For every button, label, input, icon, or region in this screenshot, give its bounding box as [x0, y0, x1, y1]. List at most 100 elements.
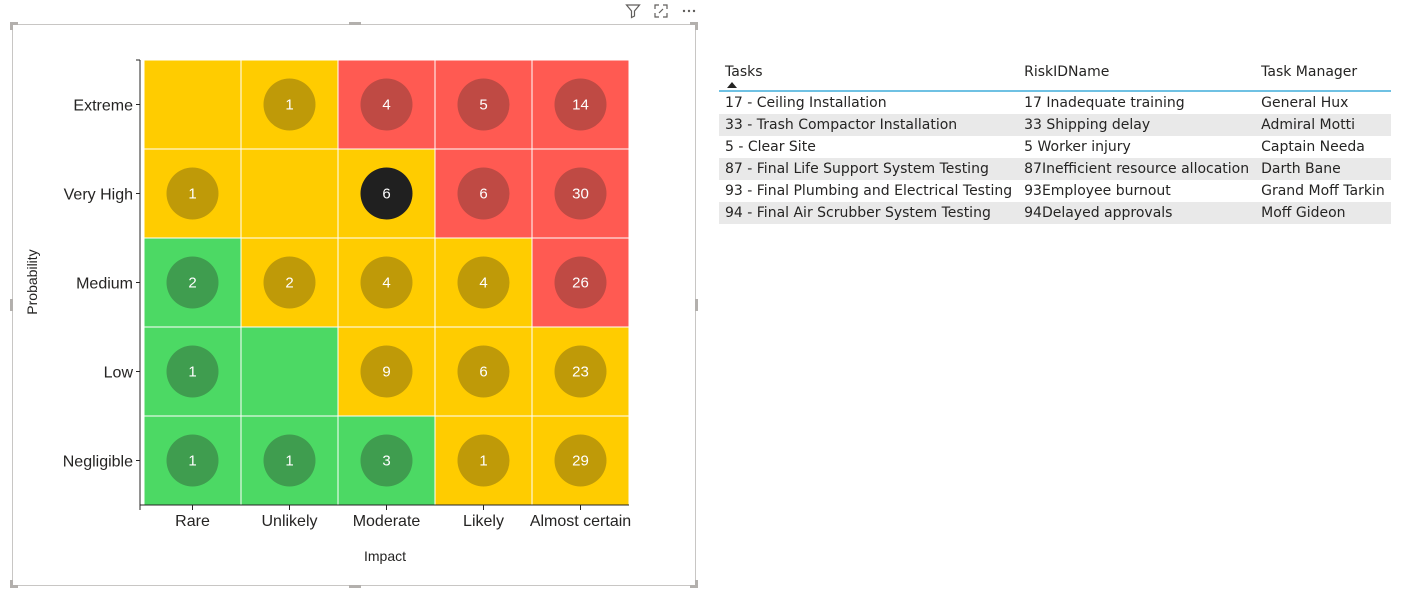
risk-count-bubble[interactable] [166, 434, 219, 487]
resize-handle-bottom-left-v[interactable] [10, 580, 13, 588]
resize-handle-top-right-v[interactable] [695, 22, 698, 30]
risk-count-label: 4 [382, 275, 390, 292]
risk-count-bubble[interactable] [554, 78, 607, 131]
risk-count-label: 1 [188, 186, 196, 203]
y-tick-label-very-high: Very High [64, 187, 133, 204]
risk-count-bubble[interactable] [166, 345, 219, 398]
matrix-cells: 1 4 5 141 6 6 302 2 4 4 261 9 6 231 1 3 1 29 [143, 59, 630, 506]
risk-count-bubble[interactable] [360, 256, 413, 309]
resize-handle-bottom-left[interactable] [10, 585, 18, 588]
risk-count-bubble[interactable] [360, 345, 413, 398]
risk-count-bubble[interactable] [166, 256, 219, 309]
column-header-label: RiskIDName [1024, 64, 1110, 80]
table-cell-task: 17 - Ceiling Installation [725, 95, 887, 111]
risk-count-bubble[interactable] [360, 167, 413, 220]
matrix-cell-low-unlikely[interactable] [240, 326, 339, 417]
tasks-table: Tasks RiskIDName Task Manager 17 - Ceili… [719, 60, 1391, 224]
risk-matrix-visual[interactable] [10, 22, 698, 588]
risk-count-bubble[interactable] [457, 434, 510, 487]
table-cell-manager: Captain Needa [1261, 139, 1365, 155]
resize-handle-top-left-v[interactable] [10, 22, 13, 30]
tasks-table-visual: Tasks RiskIDName Task Manager 17 - Ceili… [719, 60, 1391, 224]
table-cell-task: 93 - Final Plumbing and Electrical Testi… [725, 183, 1013, 199]
risk-count-bubble[interactable] [263, 78, 316, 131]
risk-count-bubble[interactable] [554, 345, 607, 398]
table-row[interactable]: 17 - Ceiling Installation 17 Inadequate … [719, 91, 1391, 114]
table-row[interactable]: 87 - Final Life Support System Testing 8… [719, 158, 1391, 180]
risk-count-label: 2 [188, 275, 196, 292]
risk-count-bubble[interactable] [457, 78, 510, 131]
table-cell-risk: 87Inefficient resource allocation [1018, 158, 1256, 180]
resize-handle-bottom-right[interactable] [690, 585, 698, 588]
matrix-cell-extreme-rare[interactable] [143, 59, 242, 150]
risk-count-label: 29 [572, 453, 589, 470]
x-axis-title: Impact [364, 548, 406, 564]
risk-count-bubble[interactable] [554, 256, 607, 309]
risk-count-label: 3 [382, 453, 390, 470]
resize-handle-top-right[interactable] [690, 22, 698, 25]
risk-count-bubble[interactable] [554, 167, 607, 220]
y-axis-title: Probability [24, 249, 40, 314]
column-header-tasks[interactable]: Tasks [719, 60, 1018, 91]
y-tick-label-negligible: Negligible [63, 454, 133, 471]
matrix-cell-very-high-unlikely[interactable] [240, 148, 339, 239]
table-cell-task: 87 - Final Life Support System Testing [719, 158, 1019, 180]
resize-handle-bottom[interactable] [349, 585, 361, 588]
visual-header [612, 0, 698, 22]
table-cell-manager: Grand Moff Tarkin [1261, 183, 1385, 199]
risk-count-bubble[interactable] [360, 434, 413, 487]
table-cell-manager: General Hux [1261, 95, 1349, 111]
resize-handle-top-left[interactable] [10, 22, 18, 25]
risk-count-bubble[interactable] [554, 434, 607, 487]
table-cell-task: 33 - Trash Compactor Installation [719, 114, 1019, 136]
risk-count-label: 23 [572, 364, 589, 381]
resize-handle-top[interactable] [349, 22, 361, 25]
table-cell-risk: 93Employee burnout [1024, 183, 1171, 199]
resize-handle-bottom-right-v[interactable] [695, 580, 698, 588]
table-cell-risk: 5 Worker injury [1024, 139, 1131, 155]
risk-count-label: 30 [572, 186, 589, 203]
resize-handle-right[interactable] [695, 299, 698, 311]
y-tick-label-medium: Medium [76, 276, 133, 293]
column-header-task-manager[interactable]: Task Manager [1255, 60, 1391, 91]
column-header-riskidname[interactable]: RiskIDName [1018, 60, 1255, 91]
risk-count-label: 14 [572, 97, 589, 114]
risk-matrix-chart: 1 4 5 141 6 6 302 2 4 4 261 9 6 231 1 3 1 29 ExtremeVery … [24, 59, 631, 564]
x-tick-label-almost-certain: Almost certain [530, 513, 631, 530]
table-row[interactable]: 94 - Final Air Scrubber System Testing 9… [719, 202, 1391, 224]
column-header-label: Task Manager [1261, 64, 1358, 80]
more-options-icon[interactable] [680, 2, 698, 20]
risk-count-label: 26 [572, 275, 589, 292]
risk-count-label: 4 [382, 97, 390, 114]
table-cell-task: 94 - Final Air Scrubber System Testing [719, 202, 1019, 224]
table-cell-manager: Moff Gideon [1255, 202, 1391, 224]
risk-count-bubble[interactable] [166, 167, 219, 220]
risk-count-bubble[interactable] [360, 78, 413, 131]
table-cell-risk: 33 Shipping delay [1018, 114, 1256, 136]
risk-count-bubble[interactable] [457, 167, 510, 220]
y-tick-label-extreme: Extreme [73, 98, 133, 115]
resize-handle-left[interactable] [10, 299, 13, 311]
risk-count-bubble[interactable] [457, 345, 510, 398]
risk-count-label: 6 [382, 186, 390, 203]
focus-mode-icon[interactable] [652, 2, 670, 20]
table-cell-risk: 94Delayed approvals [1018, 202, 1256, 224]
table-cell-manager: Darth Bane [1255, 158, 1391, 180]
risk-count-label: 1 [188, 364, 196, 381]
table-row[interactable]: 33 - Trash Compactor Installation 33 Shi… [719, 114, 1391, 136]
sort-ascending-icon [727, 82, 737, 88]
y-tick-label-low: Low [104, 365, 134, 382]
risk-count-label: 1 [285, 453, 293, 470]
table-cell-risk: 17 Inadequate training [1024, 95, 1185, 111]
risk-count-bubble[interactable] [263, 434, 316, 487]
risk-count-label: 1 [188, 453, 196, 470]
risk-count-bubble[interactable] [263, 256, 316, 309]
table-row[interactable]: 93 - Final Plumbing and Electrical Testi… [719, 180, 1391, 202]
risk-count-bubble[interactable] [457, 256, 510, 309]
column-header-label: Tasks [725, 64, 763, 80]
risk-count-label: 2 [285, 275, 293, 292]
table-cell-manager: Admiral Motti [1255, 114, 1391, 136]
filter-icon[interactable] [624, 2, 642, 20]
table-row[interactable]: 5 - Clear Site 5 Worker injury Captain N… [719, 136, 1391, 158]
risk-count-label: 1 [285, 97, 293, 114]
